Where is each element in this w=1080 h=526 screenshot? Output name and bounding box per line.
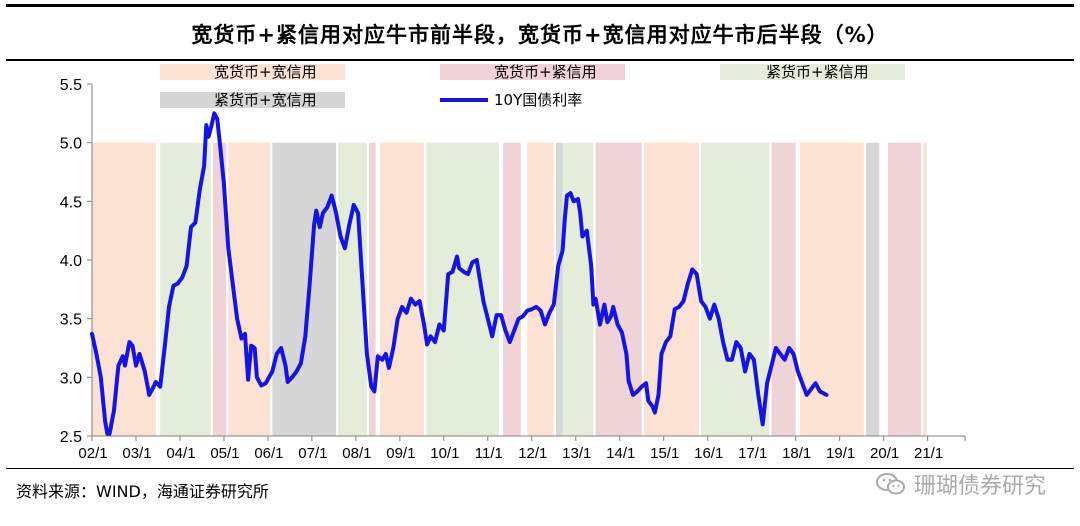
- y-tick-label: 3.0: [60, 370, 82, 387]
- x-tick-label: 16/1: [694, 445, 723, 462]
- legend-label: 宽货币+紧信用: [494, 63, 597, 81]
- x-tick-label: 17/1: [738, 445, 767, 462]
- regime-band-wide-tight: [771, 142, 796, 436]
- x-tick-label: 14/1: [606, 445, 635, 462]
- chart-title: 宽货币+紧信用对应牛市前半段，宽货币+宽信用对应牛市后半段（%）: [191, 23, 889, 47]
- wechat-icon: [875, 473, 905, 495]
- y-tick-label: 4.0: [60, 253, 82, 270]
- y-tick-label: 3.5: [60, 312, 82, 329]
- watermark: 珊瑚债券研究: [875, 468, 1046, 500]
- x-tick-label: 07/1: [298, 445, 327, 462]
- legend-label: 宽货币+宽信用: [214, 63, 317, 81]
- legend-swatch-wide-tight: [440, 64, 625, 80]
- y-tick-label: 2.5: [60, 429, 82, 446]
- regime-band-wide-tight: [369, 142, 376, 436]
- x-tick-label: 21/1: [914, 445, 943, 462]
- x-tick-label: 12/1: [518, 445, 547, 462]
- x-tick-label: 02/1: [78, 445, 107, 462]
- x-tick-label: 05/1: [210, 445, 239, 462]
- regime-band-wide-tight: [888, 142, 922, 436]
- legend-swatch-tight-wide: [160, 92, 345, 108]
- x-tick-label: 08/1: [342, 445, 371, 462]
- regime-band-tight-tight: [160, 142, 211, 436]
- x-tick-label: 20/1: [870, 445, 899, 462]
- y-tick-label: 5.0: [60, 136, 82, 153]
- x-tick-label: 06/1: [254, 445, 283, 462]
- regime-band-wide-wide: [527, 142, 554, 436]
- y-tick-label: 4.5: [60, 194, 82, 211]
- x-tick-label: 19/1: [826, 445, 855, 462]
- regime-band-tight-wide: [555, 142, 563, 436]
- x-tick-label: 11/1: [475, 445, 503, 462]
- x-tick-label: 03/1: [122, 445, 151, 462]
- axes: 5.5 5.0 4.5 4.0 3.5 3.0 2.502/1 03/1 04/1 05/1 06/…: [60, 77, 966, 462]
- x-tick-label: 09/1: [386, 445, 415, 462]
- x-tick-label: 13/1: [562, 445, 591, 462]
- x-tick-label: 04/1: [166, 445, 195, 462]
- legend-swatch-wide-wide: [160, 64, 345, 80]
- regime-band-tight-wide: [866, 142, 880, 436]
- legend-label: 紧货币+宽信用: [214, 91, 317, 109]
- source-note: 资料来源：WIND，海通证券研究所: [16, 482, 269, 501]
- regime-band-tight-wide: [272, 142, 337, 436]
- legend-label: 紧货币+紧信用: [766, 63, 869, 81]
- regime-band-wide-tight: [595, 142, 642, 436]
- source-divider: [6, 468, 1074, 469]
- regime-band-tight-tight: [426, 142, 499, 436]
- series-layer: [90, 111, 829, 436]
- x-tick-label: 15/1: [650, 445, 679, 462]
- regime-band-wide-wide: [380, 142, 425, 436]
- regime-bands: [92, 142, 927, 436]
- regime-band-wide-wide: [923, 142, 927, 436]
- title-bar: 宽货币+紧信用对应牛市前半段，宽货币+宽信用对应牛市后半段（%）: [6, 4, 1074, 61]
- regime-band-wide-tight: [503, 142, 521, 436]
- legend-swatch-tight-tight: [720, 64, 905, 80]
- y-tick-label: 5.5: [60, 77, 82, 94]
- legend-label-series: 10Y国债利率: [494, 91, 582, 109]
- regime-band-tight-tight: [562, 142, 594, 436]
- x-tick-label: 18/1: [782, 445, 811, 462]
- watermark-text: 珊瑚债券研究: [913, 474, 1046, 499]
- regime-band-wide-wide: [643, 142, 699, 436]
- series-line-10y: [90, 111, 829, 436]
- regime-band-wide-tight: [212, 142, 227, 436]
- x-tick-label: 10/1: [430, 445, 459, 462]
